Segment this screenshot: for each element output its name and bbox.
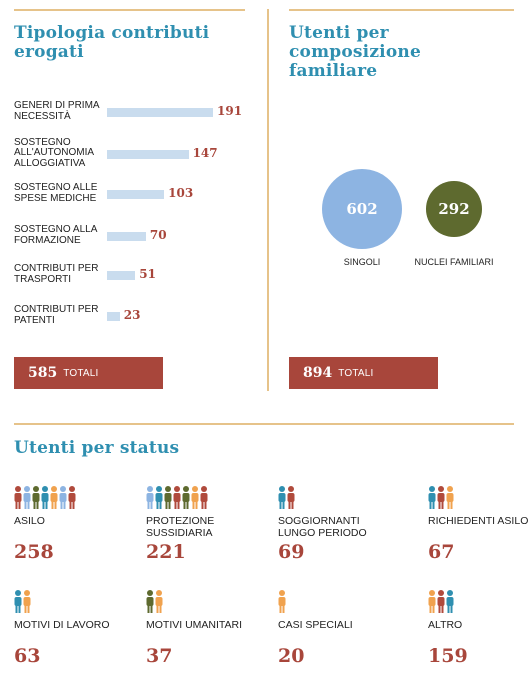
status-label: MOTIVI UMANITARI [146,619,243,631]
person-icon [446,590,454,616]
status-label: CASI SPECIALI [278,619,353,631]
person-icon [41,486,49,512]
bar [107,107,213,117]
person-icon [173,486,181,512]
person-icon [32,486,40,512]
bar-value-label: 70 [149,228,167,242]
bar-value-label: 147 [192,146,218,160]
person-icon [155,486,163,512]
person-icon [200,486,208,512]
bubble-label: NUCLEI FAMILIARI [414,257,494,267]
bar-value-label: 23 [123,308,141,322]
composizione-title: Utenti per composizione familiare [289,23,421,81]
person-icons [428,590,454,616]
status-value: 221 [146,541,186,563]
person-icon [191,486,199,512]
contributi-total-label: TOTALI [63,367,99,379]
bar-value-label: 51 [139,267,156,281]
status-value: 37 [146,645,173,667]
person-icon [14,486,22,512]
middle-rule [14,423,514,425]
bar-category-label: SOSTEGNO ALL'AUTONOMIA ALLOGGIATIVA [14,136,94,169]
person-icon [23,590,31,616]
top-rule-left [14,9,245,11]
status-label: MOTIVI DI LAVORO [14,619,110,631]
person-icon [59,486,67,512]
bar [107,231,146,241]
bar-category-label: GENERI DI PRIMA NECESSITÀ [14,100,100,122]
bubble-label: SINGOLI [343,257,381,267]
person-icons [428,486,454,512]
status-label: RICHIEDENTI ASILO [428,515,528,527]
status-label: SOGGIORNANTI LUNGO PERIODO [278,515,367,539]
bar-category-label: CONTRIBUTI PER TRASPORTI [14,263,99,285]
status-title: Utenti per status [14,438,180,458]
contributi-total: 585 TOTALI [14,357,163,389]
status-value: 63 [14,645,41,667]
contributi-title: Tipologia contributi erogati [14,23,210,62]
status-label: PROTEZIONE SUSSIDIARIA [146,515,215,539]
bubble: 292 [426,181,482,237]
composizione-total: 894 TOTALI [289,357,438,389]
status-label: ASILO [14,515,45,527]
bar [107,149,189,159]
person-icon [278,590,286,616]
person-icon [14,590,22,616]
bar [107,270,136,280]
person-icon [146,486,154,512]
bar-category-label: SOSTEGNO ALLA FORMAZIONE [14,224,97,246]
bar-category-label: CONTRIBUTI PER PATENTI [14,304,99,326]
bubble: 602 [322,169,402,249]
vertical-divider [267,9,269,391]
person-icons [146,590,163,616]
person-icon [278,486,286,512]
person-icon [146,590,154,616]
person-icons [14,590,31,616]
person-icons [146,486,208,512]
person-icon [23,486,31,512]
composizione-total-label: TOTALI [338,367,374,379]
person-icon [50,486,58,512]
bar-category-label: SOSTEGNO ALLE SPESE MEDICHE [14,182,98,204]
status-value: 20 [278,645,305,667]
status-value: 67 [428,541,455,563]
person-icon [446,486,454,512]
person-icon [155,590,163,616]
bar [107,189,165,199]
status-value: 69 [278,541,305,563]
top-rule-right [289,9,514,11]
bar-value-label: 103 [168,186,194,200]
person-icon [428,590,436,616]
person-icons [278,486,295,512]
contributi-total-value: 585 [28,365,58,381]
person-icon [437,590,445,616]
status-value: 258 [14,541,54,563]
person-icons [14,486,76,512]
person-icon [182,486,190,512]
person-icon [68,486,76,512]
status-label: ALTRO [428,619,463,631]
composizione-total-value: 894 [303,365,333,381]
person-icons [278,590,286,616]
person-icon [437,486,445,512]
person-icon [164,486,172,512]
bar [107,311,120,321]
person-icon [428,486,436,512]
status-value: 159 [428,645,468,667]
bar-value-label: 191 [217,104,243,118]
person-icon [287,486,295,512]
